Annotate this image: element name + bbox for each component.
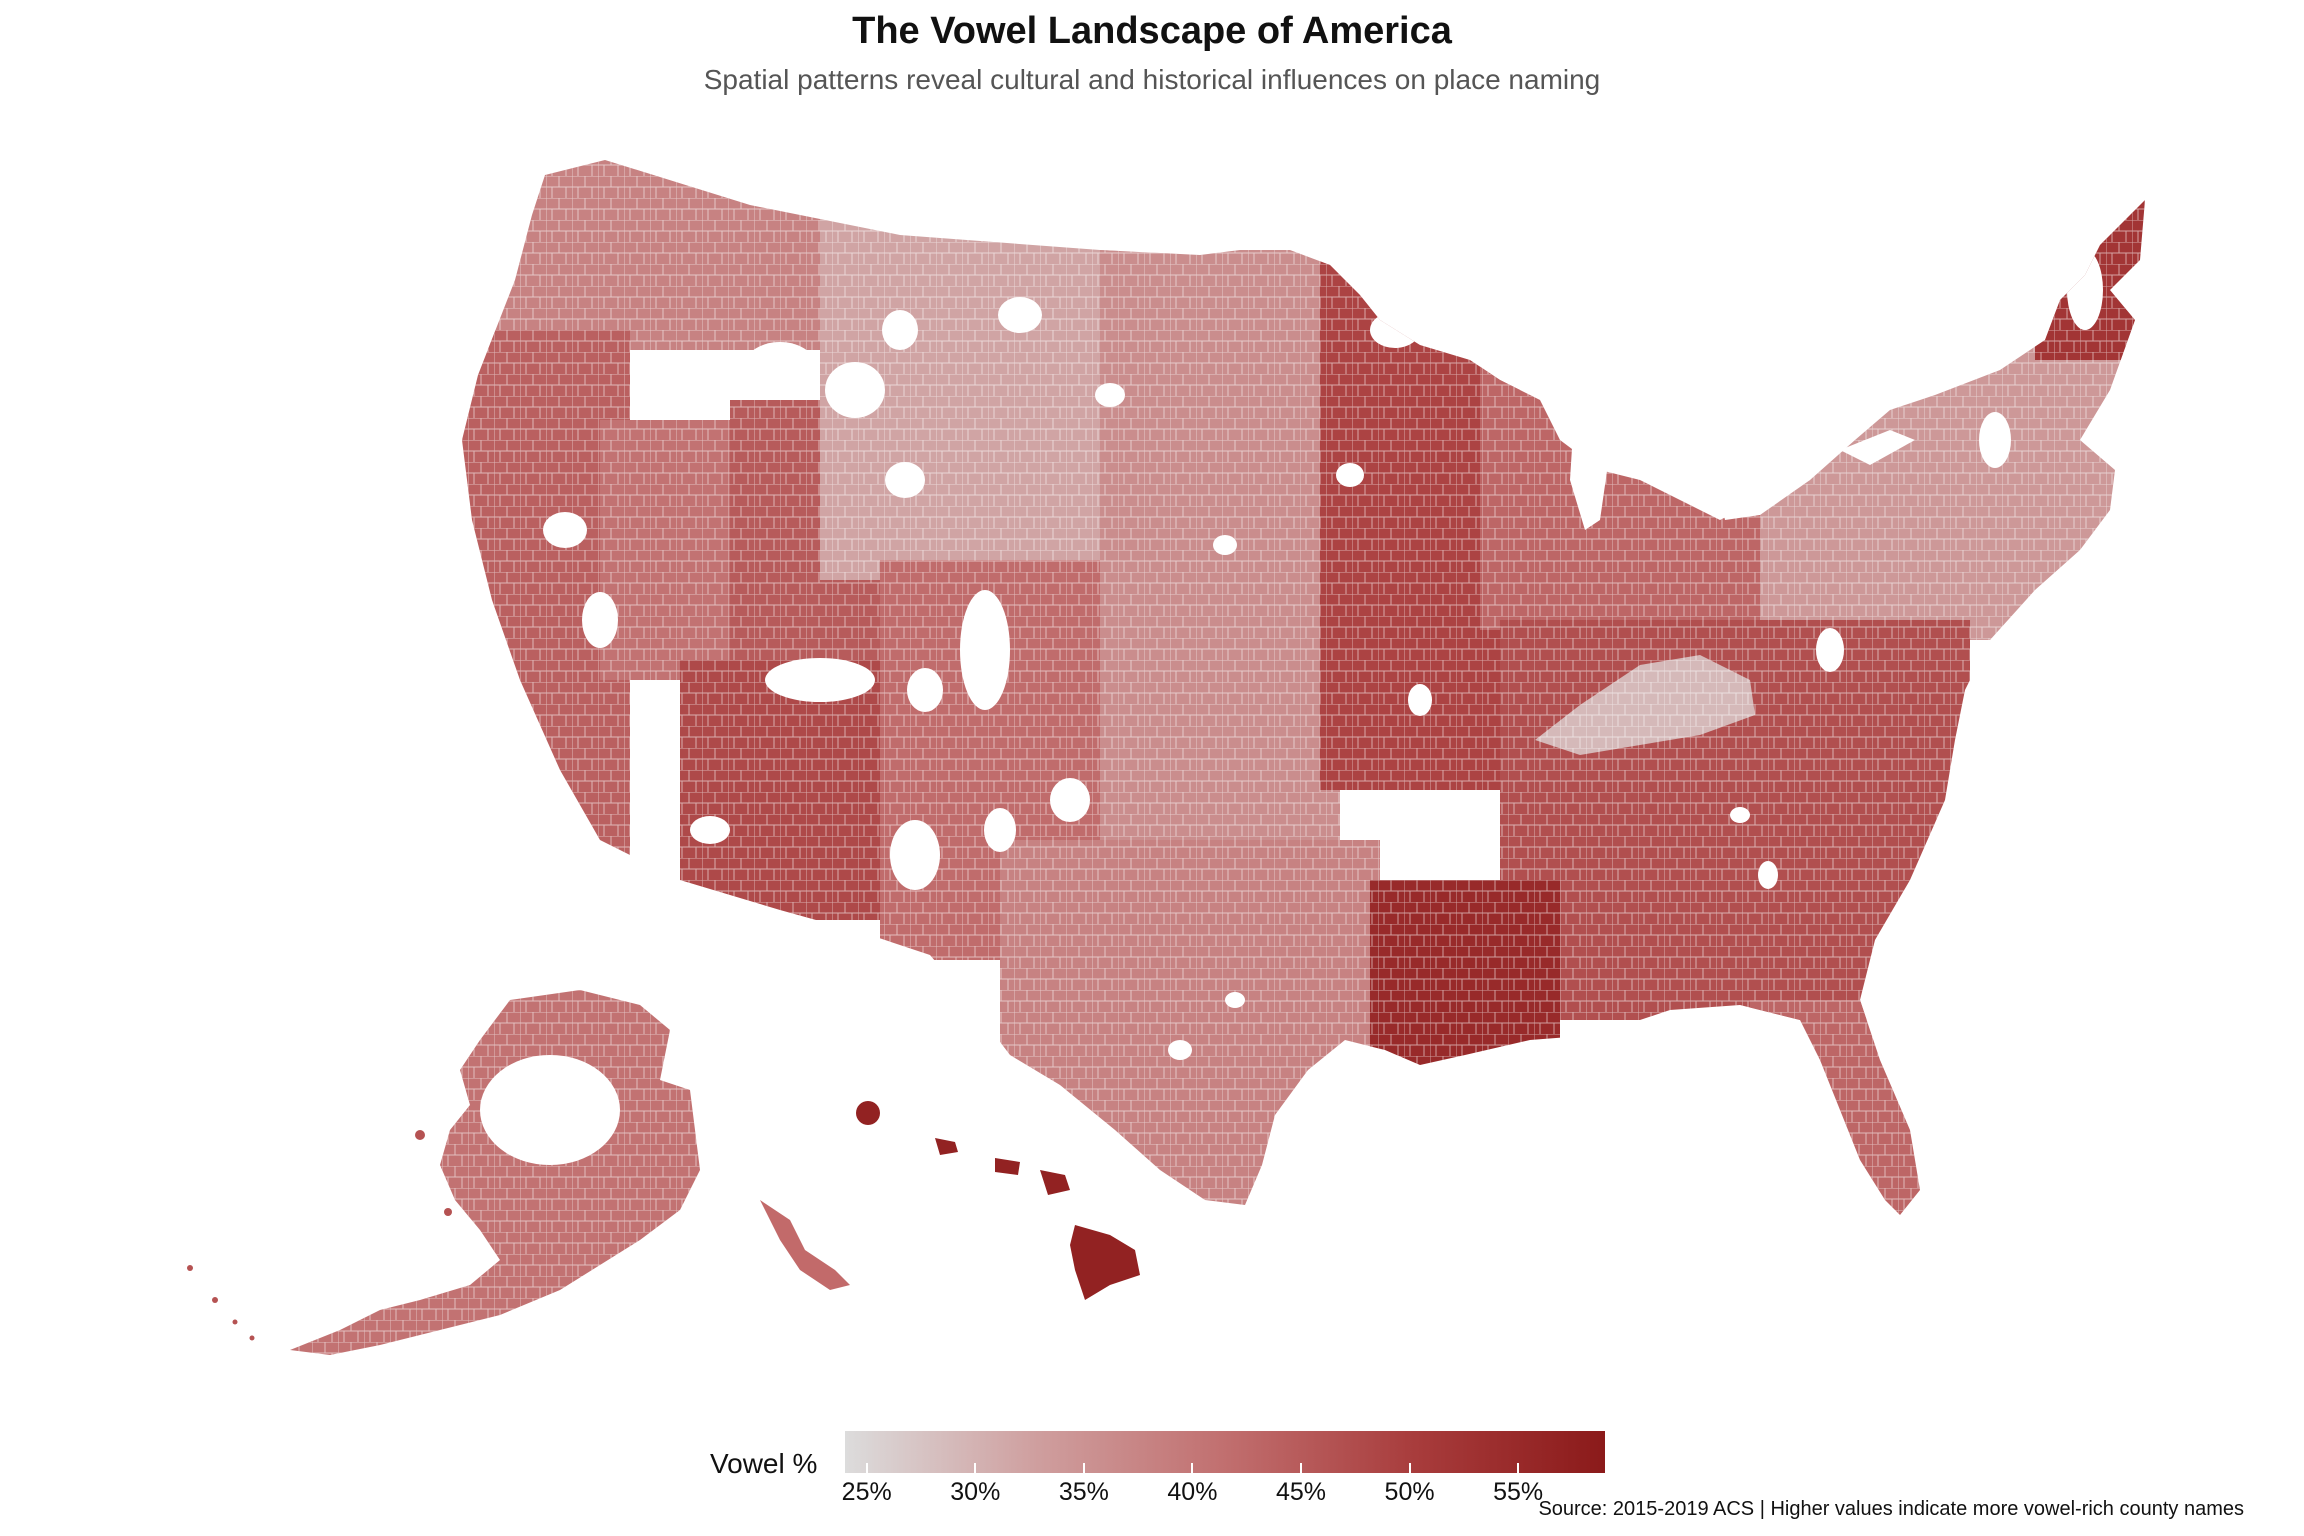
alaska	[290, 990, 700, 1355]
conus-regions	[462, 160, 2145, 1215]
source-caption: Source: 2015-2019 ACS | Higher values in…	[1538, 1498, 2244, 1520]
county-texture	[462, 160, 2145, 1215]
page-title: The Vowel Landscape of America	[852, 10, 1452, 52]
alaska-islands	[187, 1130, 850, 1341]
missing-data-areas	[543, 250, 2103, 1060]
great-lakes	[1360, 280, 1915, 530]
page-subtitle: Spatial patterns reveal cultural and his…	[703, 64, 1601, 95]
